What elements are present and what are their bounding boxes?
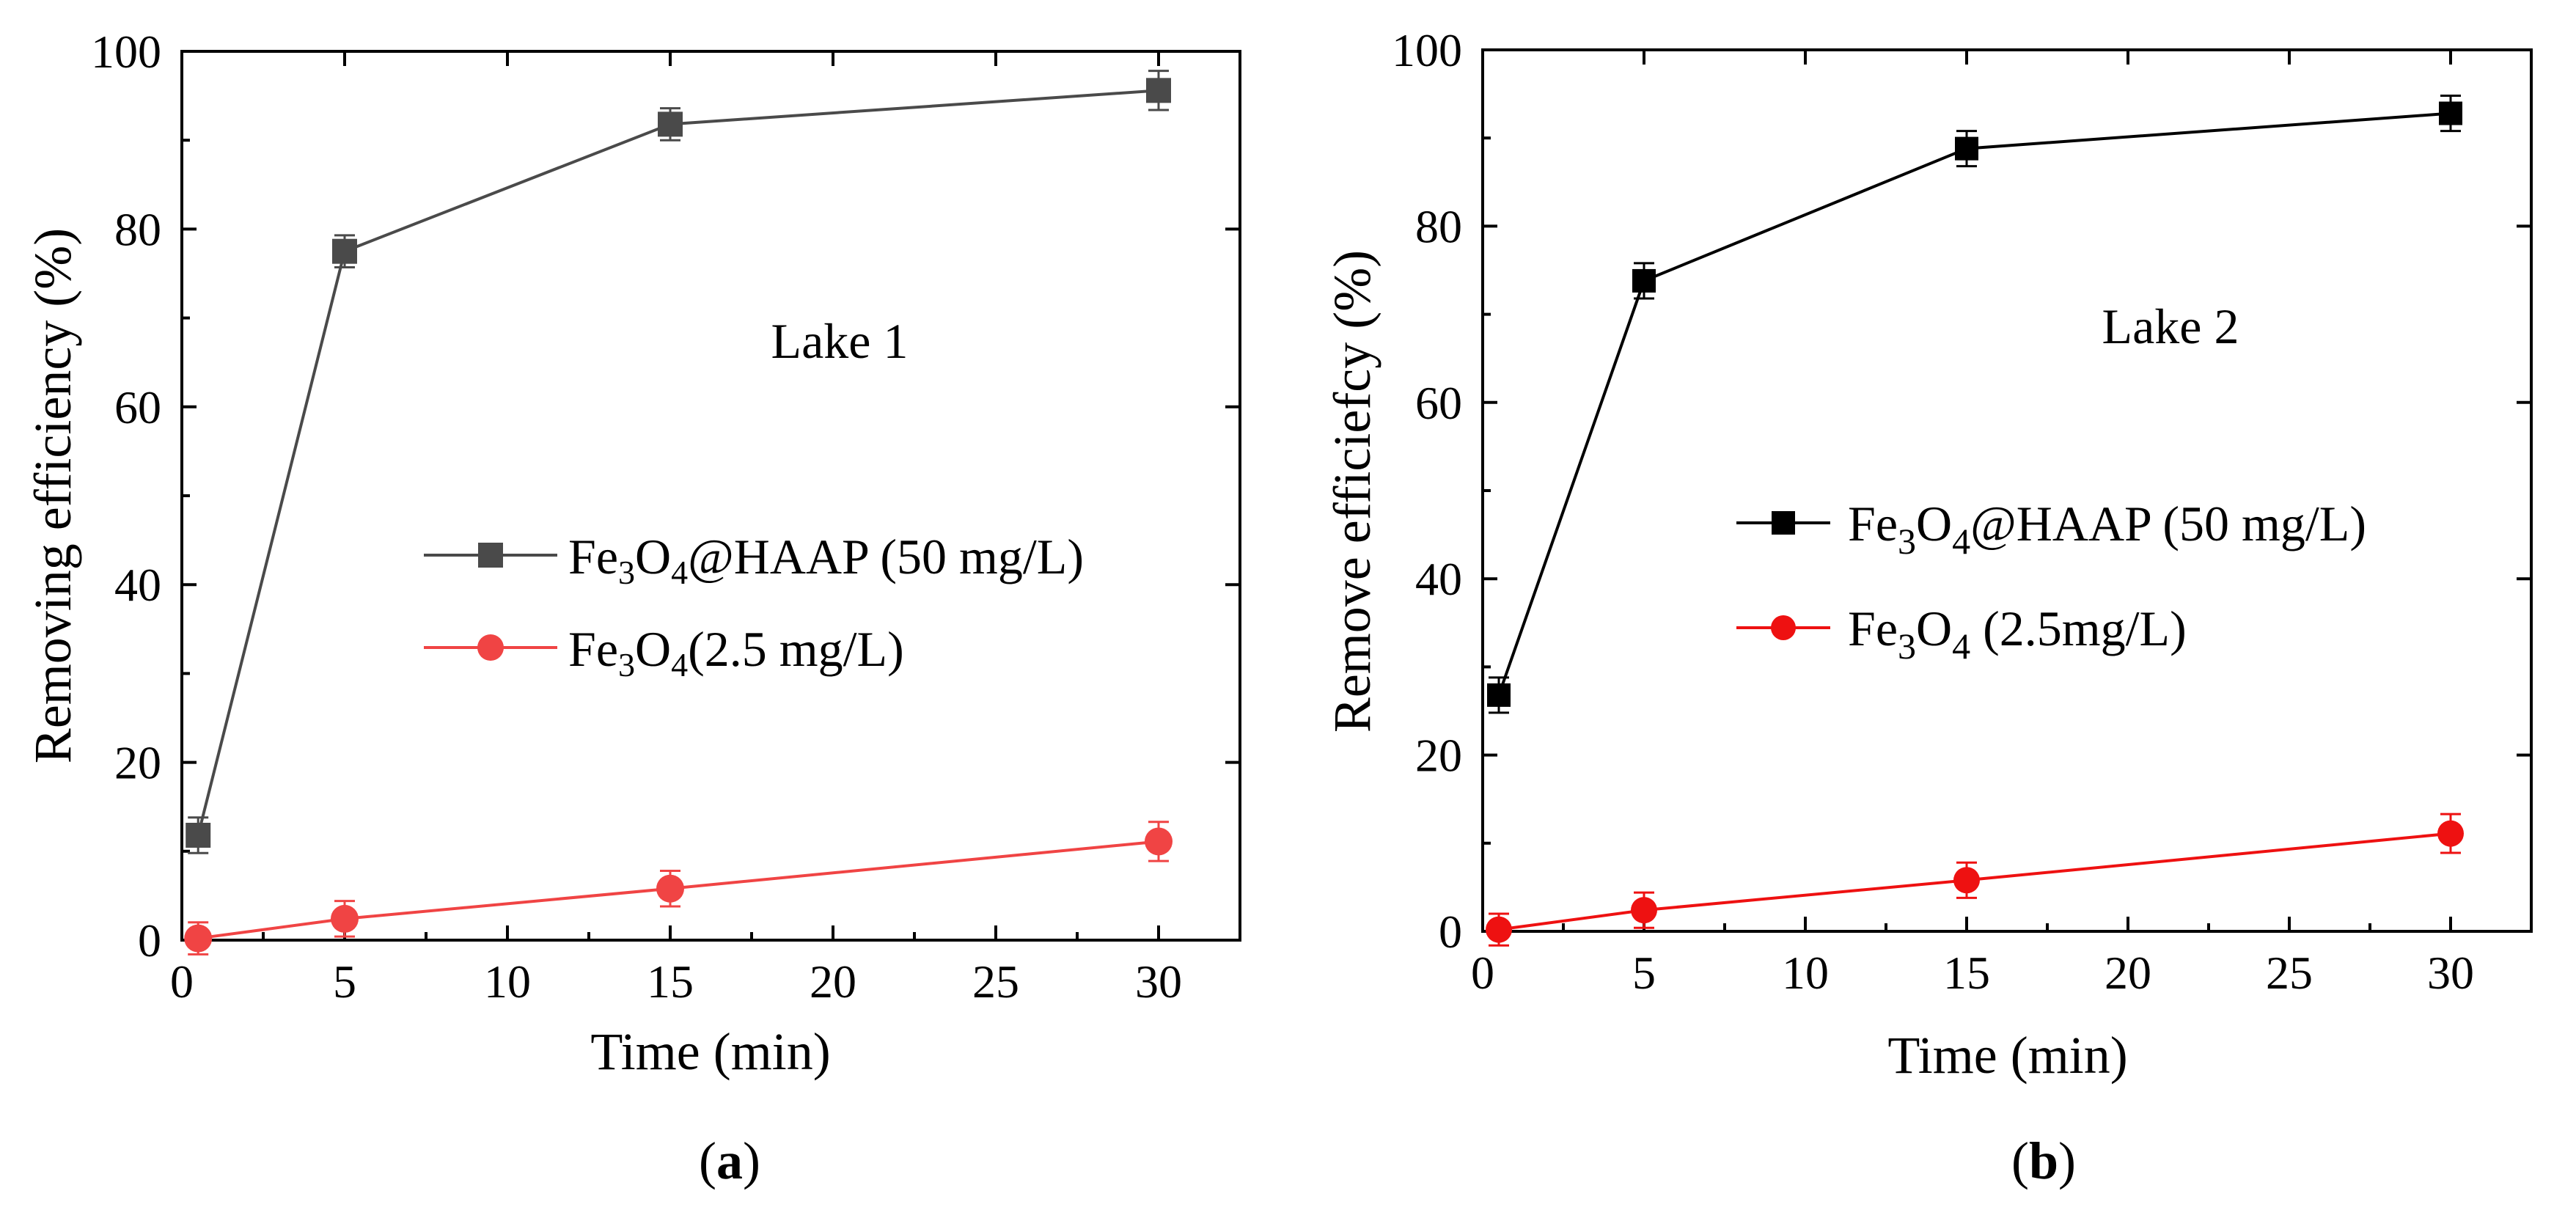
panel-a-legend-label-1: Fe3O4@HAAP (50 mg/L) (568, 529, 1084, 591)
panel-a-series (184, 70, 1173, 956)
x-tick-label: 10 (484, 956, 531, 1008)
x-tick-label: 10 (1782, 947, 1829, 999)
series-line-1 (197, 89, 1159, 836)
panel-b-caption: (b) (2011, 1132, 2076, 1190)
data-point-1 (186, 816, 211, 854)
y-tick-label: 60 (1415, 377, 1462, 429)
x-tick-label: 30 (2427, 947, 2474, 999)
panel-b-legend-entry-2: Fe3O4 (2.5mg/L) (1736, 601, 2187, 667)
panel-b-x-axis-label: Time (min) (1887, 1026, 2127, 1085)
data-point-1 (1955, 130, 1978, 168)
panel-a-annotation: Lake 1 (771, 313, 909, 369)
panel-b-legend-entry-1: Fe3O4@HAAP (50 mg/L) (1736, 496, 2366, 562)
data-point-1 (658, 107, 683, 142)
panel-a-chart: 0 5 10 15 20 25 30 0 20 40 60 80 100 Lake 1 Fe3O4@HA… (23, 26, 1241, 1190)
y-tick-label: 60 (114, 381, 161, 433)
x-tick-label: 25 (2266, 947, 2313, 999)
panel-b-ticks: 0 5 10 15 20 25 30 0 20 40 60 80 100 (1392, 24, 2531, 999)
panel-a-plot-frame (180, 50, 1241, 942)
panel-b-legend-label-1: Fe3O4@HAAP (50 mg/L) (1848, 496, 2366, 562)
x-tick-label: 0 (1471, 947, 1494, 999)
series-line-2 (197, 840, 1159, 940)
data-point-1 (332, 234, 357, 269)
y-tick-label: 100 (1392, 24, 1462, 76)
y-tick-label: 40 (1415, 553, 1462, 605)
panel-a-x-axis-label: Time (min) (590, 1022, 830, 1081)
data-point-2 (1145, 821, 1173, 862)
panel-a-legend-label-2: Fe3O4(2.5 mg/L) (568, 621, 904, 683)
x-tick-label: 5 (1632, 947, 1656, 999)
panel-b-legend-marker-1 (1772, 511, 1795, 535)
y-tick-label: 20 (1415, 730, 1462, 782)
square-marker (186, 822, 211, 848)
panel-a-legend-marker-2 (477, 634, 504, 661)
panel-b-plot-frame (1481, 48, 2533, 933)
x-tick-label: 5 (333, 956, 356, 1008)
panel-a-y-axis-label: Removing efficiency (%) (23, 228, 82, 763)
square-marker (1146, 78, 1171, 103)
panel-a-ticks: 0 5 10 15 20 25 30 0 20 40 60 80 100 (91, 26, 1240, 1008)
square-marker (1632, 268, 1656, 293)
data-point-1 (2439, 95, 2462, 133)
series-line-2 (1498, 832, 2451, 931)
square-marker (332, 238, 357, 264)
panel-a-legend-entry-2: Fe3O4(2.5 mg/L) (424, 621, 904, 683)
y-tick-label: 0 (138, 914, 161, 967)
panel-b-legend: Fe3O4@HAAP (50 mg/L) Fe3O4 (2.5mg/L) (1736, 496, 2366, 667)
y-tick-label: 40 (114, 559, 161, 611)
circle-marker (184, 924, 213, 953)
data-point-1 (1632, 262, 1656, 300)
x-tick-label: 30 (1135, 956, 1182, 1008)
y-tick-label: 80 (1415, 200, 1462, 252)
data-point-2 (184, 921, 213, 956)
panel-b-legend-marker-2 (1771, 615, 1796, 640)
square-marker (1487, 683, 1511, 707)
panel-b-series (1486, 95, 2464, 947)
data-point-2 (656, 869, 684, 908)
panel-b-legend-label-2: Fe3O4 (2.5mg/L) (1848, 601, 2187, 667)
x-tick-label: 20 (2105, 947, 2151, 999)
square-marker (2439, 101, 2462, 125)
circle-marker (1953, 867, 1980, 894)
x-tick-label: 0 (170, 956, 194, 1008)
data-point-2 (331, 900, 359, 938)
x-tick-label: 15 (1943, 947, 1990, 999)
circle-marker (656, 874, 684, 903)
data-point-1 (1487, 676, 1511, 714)
data-point-2 (1631, 891, 1657, 929)
data-point-2 (1486, 912, 1512, 947)
square-marker (1955, 136, 1978, 161)
y-tick-label: 0 (1439, 906, 1462, 958)
y-tick-label: 100 (91, 26, 161, 78)
x-tick-label: 20 (810, 956, 856, 1008)
panel-a-legend: Fe3O4@HAAP (50 mg/L) Fe3O4(2.5 mg/L) (424, 529, 1084, 683)
data-point-1 (1146, 70, 1171, 111)
panel-b-chart: 0 5 10 15 20 25 30 0 20 40 60 80 100 Lake 2 Fe3O4@HA… (1323, 24, 2533, 1190)
y-tick-label: 80 (114, 203, 161, 255)
y-tick-label: 20 (114, 737, 161, 789)
series-line-1 (1497, 111, 2451, 696)
x-tick-label: 15 (647, 956, 694, 1008)
panel-b-annotation: Lake 2 (2102, 298, 2239, 354)
circle-marker (1631, 897, 1657, 924)
square-marker (658, 111, 683, 137)
data-point-2 (2437, 813, 2464, 854)
panel-a-caption: (a) (699, 1132, 760, 1190)
panel-b-y-axis-label: Remove efficiefcy (%) (1323, 250, 1381, 733)
panel-a-legend-marker-1 (478, 543, 503, 568)
circle-marker (331, 904, 359, 933)
panel-a-legend-entry-1: Fe3O4@HAAP (50 mg/L) (424, 529, 1084, 591)
data-point-2 (1953, 861, 1980, 899)
circle-marker (1145, 827, 1173, 856)
x-tick-label: 25 (972, 956, 1019, 1008)
circle-marker (2437, 820, 2464, 847)
circle-marker (1486, 916, 1512, 943)
